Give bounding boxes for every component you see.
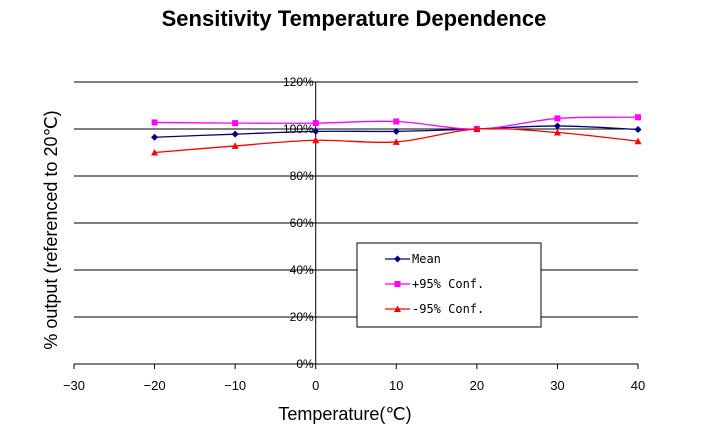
data-point [312, 120, 319, 127]
y-tick-label: 100% [283, 122, 314, 136]
data-point [151, 149, 159, 156]
data-point [393, 118, 400, 125]
y-tick-label: 40% [290, 263, 314, 277]
y-tick-label: 60% [290, 216, 314, 230]
data-point [553, 122, 561, 130]
x-axis-title: Temperature(℃) [278, 404, 411, 424]
data-point [312, 136, 320, 144]
x-tick-label: 20 [470, 378, 484, 393]
legend-box [356, 242, 542, 328]
legend: Mean +95% Conf. -95% Conf. [356, 242, 542, 328]
series-95-conf [151, 125, 642, 156]
data-point [231, 130, 239, 138]
data-point [312, 127, 320, 135]
x-tick-label: 30 [550, 378, 564, 393]
y-tick-label: 0% [296, 357, 314, 371]
data-point [635, 114, 641, 121]
y-axis-title: % output (referenced to 20℃) [41, 110, 61, 349]
legend-label: -95% Conf. [412, 302, 484, 316]
x-tick-label: 10 [389, 378, 403, 393]
grid-lines [74, 81, 638, 318]
data-point [394, 255, 401, 263]
x-tick-label: −20 [144, 378, 166, 393]
legend-label: Mean [412, 252, 441, 266]
data-point [394, 305, 401, 312]
data-point [634, 137, 642, 145]
x-tick-label: −30 [63, 378, 85, 393]
legend-label: +95% Conf. [412, 277, 484, 291]
data-point [151, 119, 158, 126]
data-point [394, 281, 401, 287]
tick-labels: 0% 20% 40% 60% 80% 100% 120% −30 −20 −10 0 10 20 30 40 [63, 75, 645, 393]
axes [73, 81, 639, 369]
data-point [151, 133, 159, 141]
data-point [634, 125, 642, 133]
y-tick-label: 120% [283, 75, 314, 89]
series-mean [151, 122, 642, 141]
x-tick-label: 40 [631, 378, 645, 393]
data-point [473, 125, 481, 132]
data-point [231, 142, 239, 149]
chart-title: Sensitivity Temperature Dependence [161, 6, 547, 31]
series-layer [151, 114, 642, 156]
data-point [232, 120, 239, 127]
data-point [392, 127, 400, 135]
x-tick-label: 0 [312, 378, 319, 393]
y-tick-label: 20% [290, 310, 314, 324]
y-tick-label: 80% [290, 169, 314, 183]
data-point [553, 129, 561, 136]
data-point [554, 115, 561, 122]
data-point [392, 138, 400, 145]
x-tick-label: −10 [224, 378, 246, 393]
